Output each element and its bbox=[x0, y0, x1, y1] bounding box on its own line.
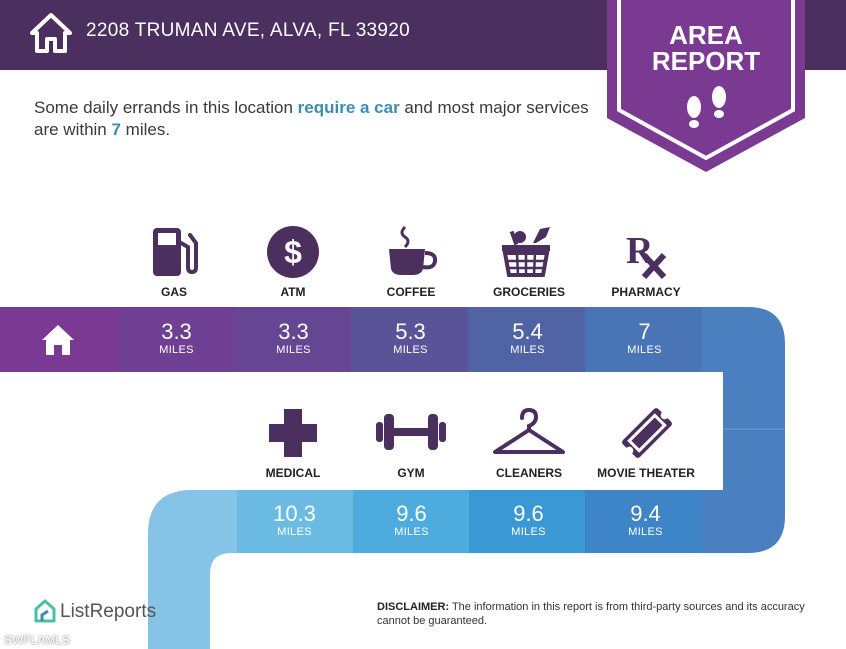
distance-cleaners: 9.6 MILES bbox=[470, 502, 587, 539]
distance-unit: MILES bbox=[393, 344, 428, 356]
gas-pump-icon bbox=[153, 228, 198, 276]
distance-value: 9.6 bbox=[396, 501, 427, 526]
distance-medical: 10.3 MILES bbox=[236, 502, 353, 539]
category-label-gas: GAS bbox=[160, 285, 187, 299]
distance-atm: 3.3 MILES bbox=[235, 320, 352, 357]
row1-band-groceries bbox=[468, 307, 585, 372]
row2-band-cleaners bbox=[469, 490, 585, 553]
home-icon bbox=[42, 325, 74, 355]
intro-part-1: Some daily errands in this location bbox=[34, 98, 298, 117]
badge-line-2: REPORT bbox=[651, 46, 761, 76]
row1-band-pharmacy bbox=[585, 307, 702, 372]
category-label-atm: ATM bbox=[280, 285, 306, 299]
category-label-pharmacy: PHARMACY bbox=[611, 285, 681, 299]
hanger-icon bbox=[493, 407, 565, 454]
distance-movie-theater: 9.4 MILES bbox=[587, 502, 704, 539]
intro-part-2: and most major services are within bbox=[34, 98, 589, 139]
disclaimer-label: DISCLAIMER: bbox=[377, 601, 450, 613]
footprints-icon bbox=[687, 86, 726, 128]
distance-unit: MILES bbox=[627, 344, 662, 356]
intro-highlight-car: require a car bbox=[297, 98, 400, 117]
distance-value: 3.3 bbox=[161, 319, 192, 344]
distance-groceries: 5.4 MILES bbox=[469, 320, 586, 357]
badge-title: AREA REPORT bbox=[607, 22, 805, 74]
distance-value: 3.3 bbox=[278, 319, 309, 344]
category-label-medical: MEDICAL bbox=[265, 466, 321, 480]
dumbbell-icon bbox=[376, 414, 446, 450]
row1-band-coffee bbox=[351, 307, 468, 372]
category-label-movie-theater: MOVIE THEATER bbox=[597, 466, 695, 480]
medical-cross-icon bbox=[269, 409, 317, 457]
distance-unit: MILES bbox=[277, 526, 312, 538]
disclaimer: DISCLAIMER: The information in this repo… bbox=[377, 600, 817, 628]
disclaimer-text: The information in this report is from t… bbox=[377, 601, 805, 627]
area-report-badge bbox=[607, 0, 805, 172]
address: 2208 TRUMAN AVE, ALVA, FL 33920 bbox=[86, 20, 411, 41]
distance-value: 5.4 bbox=[512, 319, 543, 344]
distance-unit: MILES bbox=[394, 526, 429, 538]
listreports-logo-icon bbox=[34, 599, 56, 623]
distance-value: 7 bbox=[638, 319, 651, 344]
distance-value: 5.3 bbox=[395, 319, 426, 344]
watermark: SWFLAMLS bbox=[4, 633, 71, 647]
listreports-logo-text: ListReports bbox=[60, 601, 157, 622]
row1-band-atm bbox=[235, 307, 351, 372]
distance-unit: MILES bbox=[628, 526, 663, 538]
distance-value: 9.4 bbox=[630, 501, 661, 526]
home-icon bbox=[30, 13, 72, 53]
coffee-cup-icon bbox=[389, 225, 438, 275]
grocery-basket-icon bbox=[502, 227, 550, 277]
distance-unit: MILES bbox=[159, 344, 194, 356]
distance-gym: 9.6 MILES bbox=[353, 502, 470, 539]
distance-value: 9.6 bbox=[513, 501, 544, 526]
category-label-gym: GYM bbox=[397, 466, 425, 480]
intro-text: Some daily errands in this location requ… bbox=[34, 97, 594, 141]
row1-home-cell bbox=[0, 307, 118, 372]
distance-unit: MILES bbox=[511, 526, 546, 538]
category-label-cleaners: CLEANERS bbox=[495, 466, 562, 480]
dollar-icon: $ bbox=[267, 226, 319, 278]
row1-band-gas bbox=[118, 307, 235, 372]
category-label-coffee: COFFEE bbox=[386, 285, 436, 299]
pharmacy-rx-icon: R bbox=[626, 230, 667, 279]
distance-coffee: 5.3 MILES bbox=[352, 320, 469, 357]
row2-band-medical bbox=[237, 490, 353, 553]
distance-value: 10.3 bbox=[273, 501, 316, 526]
distance-pharmacy: 7 MILES bbox=[586, 320, 703, 357]
row2-band-movie bbox=[585, 490, 702, 553]
badge-line-1: AREA bbox=[669, 20, 743, 50]
distance-gas: 3.3 MILES bbox=[118, 320, 235, 357]
row2-band-gym bbox=[353, 490, 469, 553]
category-label-groceries: GROCERIES bbox=[492, 285, 565, 299]
movie-ticket-icon bbox=[622, 408, 672, 458]
svg-text:$: $ bbox=[284, 234, 302, 270]
distance-unit: MILES bbox=[276, 344, 311, 356]
distance-unit: MILES bbox=[510, 344, 545, 356]
intro-highlight-miles: 7 bbox=[111, 120, 121, 139]
intro-part-3: miles. bbox=[120, 120, 171, 139]
